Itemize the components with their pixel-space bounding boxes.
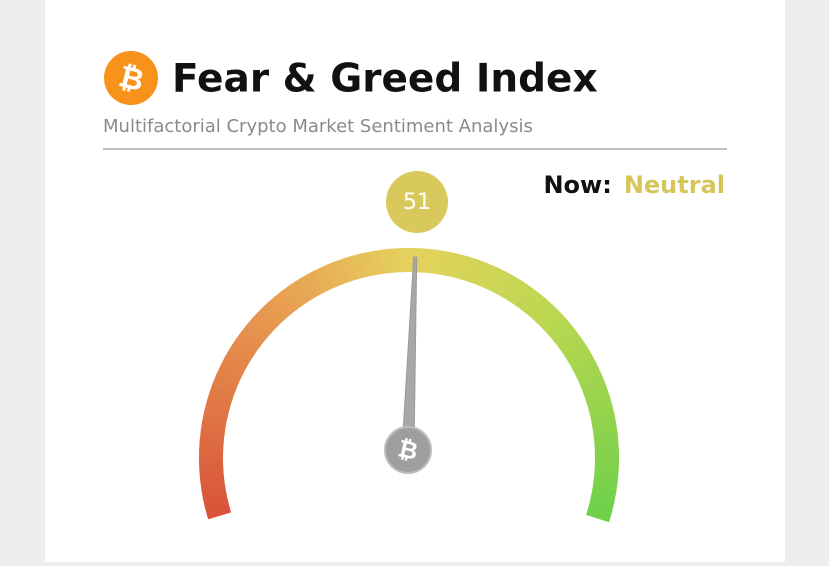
status-value: Neutral — [624, 171, 725, 199]
title: Fear & Greed Index — [172, 57, 598, 102]
gauge-value: 51 — [403, 190, 431, 215]
status-label: Now: — [543, 171, 611, 199]
gauge-segment — [598, 507, 601, 519]
subtitle: Multifactorial Crypto Market Sentiment A… — [103, 116, 533, 137]
